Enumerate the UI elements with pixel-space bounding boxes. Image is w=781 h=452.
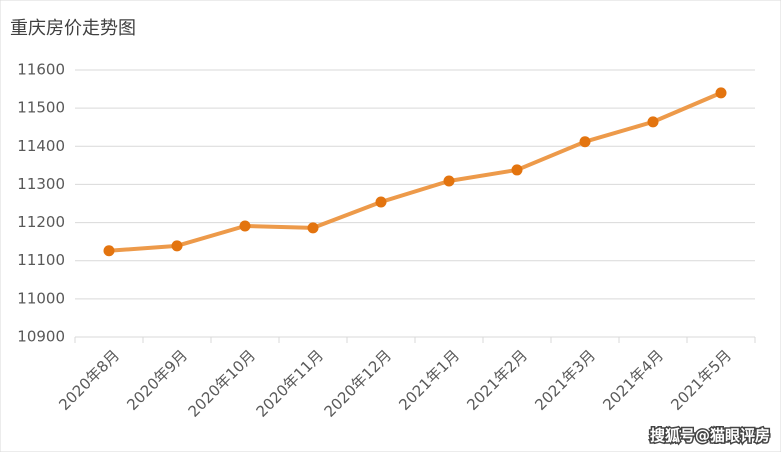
- marker: [511, 164, 523, 176]
- y-tick-label: 11000: [17, 289, 65, 307]
- line: [108, 91, 722, 253]
- y-tick-label: 11200: [17, 213, 65, 231]
- y-tick-label: 11100: [17, 251, 65, 269]
- marker: [239, 220, 251, 232]
- y-tick-label: 11300: [17, 175, 65, 193]
- marker: [103, 245, 115, 257]
- y-tick-label: 11400: [17, 137, 65, 155]
- marker: [375, 196, 387, 208]
- marker: [579, 136, 591, 148]
- marker: [171, 240, 183, 252]
- marker: [307, 222, 319, 234]
- y-tick-label: 11500: [17, 99, 65, 117]
- y-tick-label: 11600: [17, 61, 65, 79]
- marker: [647, 116, 659, 128]
- marker: [443, 175, 455, 187]
- marker: [715, 87, 727, 99]
- y-tick-label: 10900: [17, 328, 65, 346]
- chart-title: 重庆房价走势图: [10, 18, 136, 39]
- watermark: 搜狐号@猫眼评房: [650, 427, 770, 445]
